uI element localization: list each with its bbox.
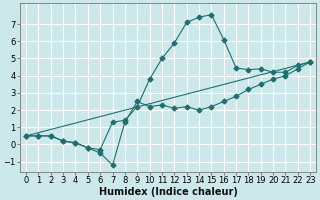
X-axis label: Humidex (Indice chaleur): Humidex (Indice chaleur) xyxy=(99,187,237,197)
